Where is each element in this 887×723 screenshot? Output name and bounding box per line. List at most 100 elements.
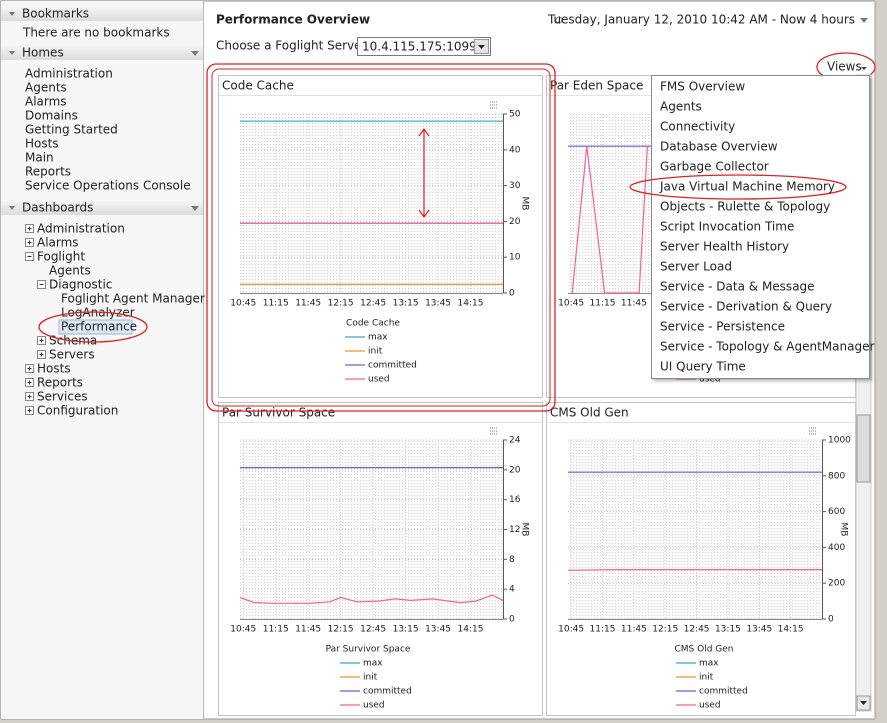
views-arrow[interactable] xyxy=(861,67,867,70)
series-line xyxy=(567,569,822,571)
time-range[interactable]: Tuesday, January 12, 2010 10:42 AM - Now… xyxy=(547,13,855,27)
x-tick-label: 11:45 xyxy=(621,625,647,635)
y-tick-label: 400 xyxy=(828,543,845,553)
legend-label: max xyxy=(363,659,383,669)
server-label: Choose a Foglight Server xyxy=(216,39,367,53)
collapse-arrow[interactable] xyxy=(9,12,15,16)
legend-label: max xyxy=(699,659,719,669)
select-arrow xyxy=(478,45,485,49)
series-line xyxy=(239,594,504,604)
section-menu[interactable] xyxy=(191,206,199,211)
tree-item[interactable]: Performance xyxy=(61,320,137,334)
chart-title: Code Cache xyxy=(222,79,294,93)
menu-item[interactable]: Database Overview xyxy=(660,140,778,154)
menu-item[interactable]: Service - Derivation & Query xyxy=(660,300,832,314)
home-link[interactable]: Main xyxy=(25,151,54,165)
section-menu[interactable] xyxy=(191,51,199,56)
menu-item[interactable]: Script Invocation Time xyxy=(660,220,794,234)
tree-item[interactable]: Diagnostic xyxy=(49,278,112,292)
home-link[interactable]: Service Operations Console xyxy=(25,179,191,193)
menu-item[interactable]: Server Load xyxy=(660,260,732,274)
annotation-circle xyxy=(629,174,847,200)
tree-item[interactable]: Reports xyxy=(37,376,83,390)
tree-item[interactable]: Agents xyxy=(49,264,91,278)
tree-item[interactable]: Services xyxy=(37,390,88,404)
main-content: Performance Overview Tuesday, January 12,… xyxy=(206,13,876,716)
section-title[interactable]: Homes xyxy=(22,46,64,60)
chart-menu-icon[interactable] xyxy=(490,101,498,109)
sidebar xyxy=(1,1,203,719)
menu-item[interactable]: Java Virtual Machine Memory xyxy=(659,180,835,194)
scrollbar-thumb[interactable] xyxy=(856,414,871,483)
tree-item[interactable]: Configuration xyxy=(37,404,118,418)
tree-item[interactable]: Alarms xyxy=(37,236,79,250)
legend-title: Par Survivor Space xyxy=(326,645,411,655)
menu-item[interactable]: Service - Data & Message xyxy=(660,280,815,294)
y-tick-label: 20 xyxy=(509,465,521,475)
y-axis-label: MB xyxy=(520,523,530,537)
home-link[interactable]: Reports xyxy=(25,165,71,179)
menu-item[interactable]: Agents xyxy=(660,100,702,114)
chart-title: CMS Old Gen xyxy=(550,406,629,420)
tree-item[interactable]: Administration xyxy=(37,222,125,236)
home-link[interactable]: Getting Started xyxy=(25,123,118,137)
collapse-arrow[interactable] xyxy=(9,206,15,210)
home-link[interactable]: Hosts xyxy=(25,137,59,151)
chart-menu-icon[interactable] xyxy=(490,427,498,435)
tree-item[interactable]: Foglight Agent Manager xyxy=(61,292,205,306)
tree-item[interactable]: Servers xyxy=(49,348,95,362)
views-menu xyxy=(651,75,870,379)
tree-item[interactable]: Foglight xyxy=(37,250,85,264)
x-tick-label: 13:45 xyxy=(425,299,451,309)
selected-highlight xyxy=(58,319,133,335)
time-range-arrow[interactable] xyxy=(860,18,868,23)
server-select[interactable] xyxy=(357,37,491,56)
section-header xyxy=(1,201,203,215)
sidebar-content: Bookmarks There are no bookmarks Homes Admi… xyxy=(1,7,205,418)
y-tick-label: 20 xyxy=(509,217,521,227)
empty-text: There are no bookmarks xyxy=(22,26,170,40)
legend-label: used xyxy=(699,375,721,385)
menu-item[interactable]: UI Query Time xyxy=(660,360,746,374)
legend-label: committed xyxy=(368,361,417,371)
y-tick-label: 10 xyxy=(509,253,521,263)
menu-item[interactable]: Service - Persistence xyxy=(660,320,785,334)
legend-label: used xyxy=(363,701,385,711)
collapse-arrow[interactable] xyxy=(9,51,15,55)
home-link[interactable]: Administration xyxy=(25,67,113,81)
legend-label: used xyxy=(699,701,721,711)
x-tick-label: 13:45 xyxy=(746,625,772,635)
legend-label: committed xyxy=(363,687,412,697)
x-tick-label: 13:15 xyxy=(393,625,419,635)
section-title[interactable]: Dashboards xyxy=(22,201,93,215)
views-button[interactable]: Views xyxy=(827,60,862,74)
menu-item[interactable]: FMS Overview xyxy=(660,80,745,94)
x-tick-label: 12:15 xyxy=(328,625,354,635)
section-title[interactable]: Bookmarks xyxy=(22,7,89,21)
annotation-arrow xyxy=(418,127,430,219)
legend-label: committed xyxy=(699,687,748,697)
x-tick-label: 13:15 xyxy=(715,625,741,635)
server-value[interactable]: 10.4.115.175:1099 xyxy=(362,40,477,54)
section-header xyxy=(1,46,203,60)
menu-item[interactable]: Server Health History xyxy=(660,240,789,254)
menu-item[interactable]: Garbage Collector xyxy=(660,160,769,174)
home-link[interactable]: Alarms xyxy=(25,95,67,109)
y-axis-label: MB xyxy=(520,197,530,211)
menu-item[interactable]: Connectivity xyxy=(660,120,735,134)
home-link[interactable]: Agents xyxy=(25,81,67,95)
legend-label: used xyxy=(368,375,390,385)
y-tick-label: 200 xyxy=(828,579,845,589)
home-link[interactable]: Domains xyxy=(25,109,78,123)
tree-item[interactable]: Hosts xyxy=(37,362,71,376)
x-tick-label: 10:45 xyxy=(230,299,256,309)
y-tick-label: 0 xyxy=(509,289,515,299)
x-tick-label: 11:45 xyxy=(621,299,647,309)
chart-menu-icon[interactable] xyxy=(809,427,817,435)
y-tick-label: 4 xyxy=(509,585,515,595)
scroll-arrow xyxy=(860,701,867,705)
section-header xyxy=(1,7,203,21)
menu-item[interactable]: Service - Topology & AgentManager xyxy=(660,340,874,354)
menu-item[interactable]: Objects - Rulette & Topology xyxy=(660,200,830,214)
x-tick-label: 13:15 xyxy=(393,299,419,309)
